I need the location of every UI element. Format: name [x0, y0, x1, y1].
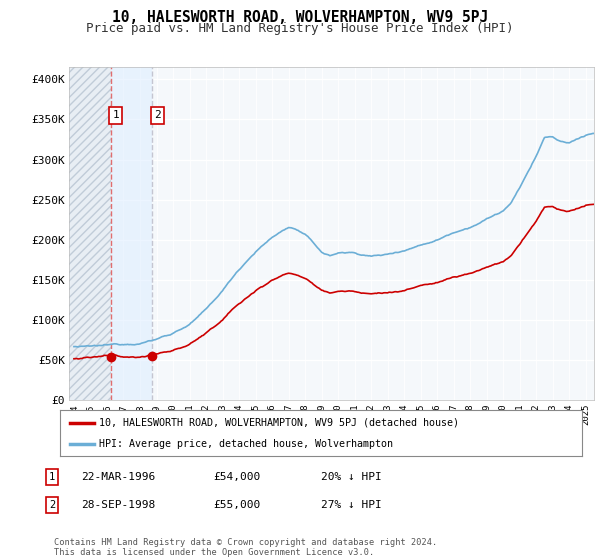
- Text: £55,000: £55,000: [213, 500, 260, 510]
- Text: 10, HALESWORTH ROAD, WOLVERHAMPTON, WV9 5PJ (detached house): 10, HALESWORTH ROAD, WOLVERHAMPTON, WV9 …: [99, 418, 459, 428]
- Text: £54,000: £54,000: [213, 472, 260, 482]
- Text: 10, HALESWORTH ROAD, WOLVERHAMPTON, WV9 5PJ: 10, HALESWORTH ROAD, WOLVERHAMPTON, WV9 …: [112, 10, 488, 25]
- Text: Price paid vs. HM Land Registry's House Price Index (HPI): Price paid vs. HM Land Registry's House …: [86, 22, 514, 35]
- Text: 27% ↓ HPI: 27% ↓ HPI: [321, 500, 382, 510]
- Text: HPI: Average price, detached house, Wolverhampton: HPI: Average price, detached house, Wolv…: [99, 439, 393, 449]
- Polygon shape: [69, 67, 110, 400]
- Bar: [110, 67, 152, 400]
- Text: 2: 2: [154, 110, 161, 120]
- Text: 1: 1: [112, 110, 119, 120]
- Bar: [69, 67, 110, 400]
- Text: 20% ↓ HPI: 20% ↓ HPI: [321, 472, 382, 482]
- Text: Contains HM Land Registry data © Crown copyright and database right 2024.
This d: Contains HM Land Registry data © Crown c…: [54, 538, 437, 557]
- Text: 28-SEP-1998: 28-SEP-1998: [81, 500, 155, 510]
- Text: 2: 2: [49, 500, 55, 510]
- Text: 22-MAR-1996: 22-MAR-1996: [81, 472, 155, 482]
- Text: 1: 1: [49, 472, 55, 482]
